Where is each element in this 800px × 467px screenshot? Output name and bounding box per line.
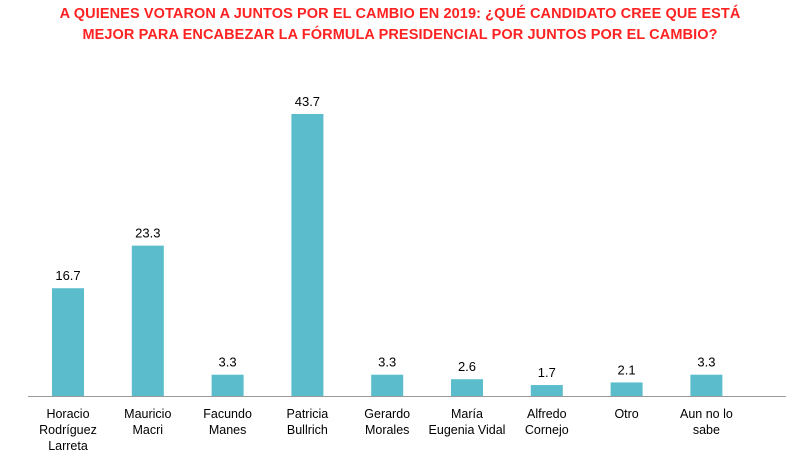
chart-title-line-2: MEJOR PARA ENCABEZAR LA FÓRMULA PRESIDEN… [82,27,718,43]
category-label-line: Morales [365,423,409,437]
bar [451,379,483,396]
bar [371,374,404,396]
bar [211,374,244,396]
category-label: Aun no lo sabe [680,407,733,437]
data-label: 43.7 [295,94,320,109]
category-label-line: Alfredo [527,407,567,421]
bar [291,114,324,396]
category-label-line: Macri [133,423,164,437]
data-label: 3.3 [378,355,396,370]
category-label-line: Bullrich [287,423,328,437]
category-label-line: Eugenia Vidal [429,423,506,437]
chart-title: A QUIENES VOTARON A JUNTOS POR EL CAMBIO… [0,4,800,46]
category-label-line: Horacio [46,407,89,421]
data-label: 23.3 [135,226,160,241]
category-label-line: Mauricio [124,407,171,421]
data-label: 2.6 [458,359,476,374]
category-label-line: Manes [209,423,247,437]
category-label: Horacio Rodríguez Larreta [39,407,97,453]
bar [530,385,563,396]
data-label: 16.7 [55,268,80,283]
category-label-line: Otro [614,407,638,421]
category-label-line: Gerardo [364,407,410,421]
category-label-line: Patricia [287,407,329,421]
category-label-line: Rodríguez [39,423,97,437]
category-label: Alfredo Cornejo [525,407,569,437]
category-label: Patricia Bullrich [287,407,329,437]
category-label-line: María [451,407,483,421]
data-label: 1.7 [538,365,556,380]
chart-title-line-1: A QUIENES VOTARON A JUNTOS POR EL CAMBIO… [59,6,741,22]
bar [690,374,723,396]
category-label: María Eugenia Vidal [429,407,506,437]
bar [131,245,164,396]
data-label: 2.1 [618,362,636,377]
category-label-line: Cornejo [525,423,569,437]
data-label: 3.3 [219,355,237,370]
bar [610,382,643,396]
category-label-line: sabe [693,423,720,437]
category-label: Gerardo Morales [364,407,410,437]
category-label: Facundo Manes [203,407,252,437]
category-label-line: Facundo [203,407,252,421]
category-label: Mauricio Macri [124,407,171,437]
bar [52,288,84,396]
category-label: Otro [614,407,638,421]
data-label: 3.3 [697,355,715,370]
category-label-line: Larreta [48,439,88,453]
category-label-line: Aun no lo [680,407,733,421]
